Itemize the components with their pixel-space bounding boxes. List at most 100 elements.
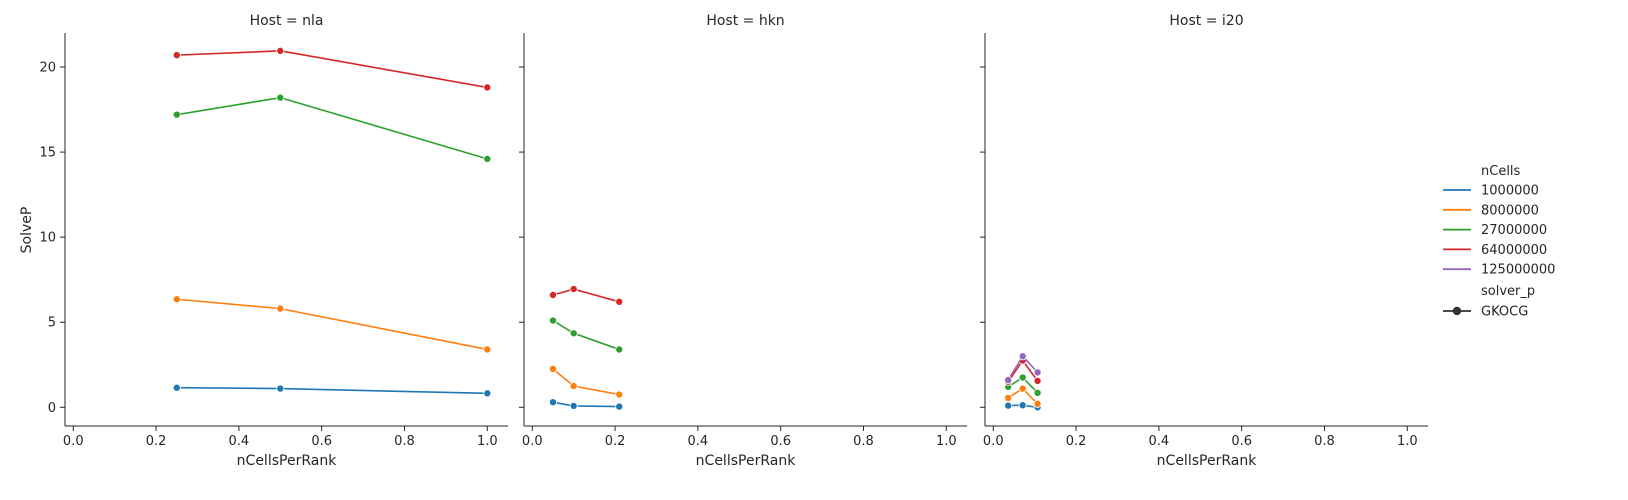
series-line	[176, 50, 488, 89]
data-point	[569, 329, 578, 338]
data-point	[1033, 388, 1042, 397]
series-125000000	[1004, 352, 1042, 385]
data-point	[1033, 399, 1042, 408]
y-tick-label: 15	[39, 146, 56, 161]
x-tick-label: 0.2	[605, 434, 626, 449]
x-tick-label: 0.6	[311, 434, 332, 449]
x-tick-label: 0.4	[688, 434, 709, 449]
legend-title: nCells	[1481, 164, 1521, 179]
series-27000000	[172, 93, 492, 163]
x-tick-label: 0.4	[229, 434, 250, 449]
data-point	[615, 345, 624, 354]
series-line	[176, 386, 488, 395]
legend-style-title: solver_p	[1481, 284, 1535, 299]
series-8000000	[1004, 384, 1042, 408]
data-point	[615, 402, 624, 411]
x-axis-label: nCellsPerRank	[1157, 453, 1258, 469]
data-point	[1018, 352, 1027, 361]
data-point	[172, 51, 181, 60]
legend-label: 64000000	[1481, 243, 1547, 258]
x-tick-label: 0.0	[983, 434, 1004, 449]
data-point	[569, 401, 578, 410]
data-point	[569, 285, 578, 294]
y-tick-label: 0	[48, 401, 56, 416]
x-tick-label: 0.6	[1231, 434, 1252, 449]
series-8000000	[548, 365, 624, 399]
y-tick-label: 20	[39, 61, 56, 76]
data-point	[548, 398, 557, 407]
series-line	[552, 319, 620, 351]
x-axis-label: nCellsPerRank	[237, 453, 338, 469]
series-1000000	[548, 398, 624, 411]
data-point	[483, 389, 492, 398]
x-tick-label: 0.2	[146, 434, 167, 449]
legend-style-item: GKOCG	[1443, 305, 1528, 320]
legend-label: 1000000	[1481, 184, 1539, 199]
panel-title: Host = nla	[250, 13, 324, 29]
x-tick-label: 0.8	[394, 434, 415, 449]
data-point	[1018, 401, 1027, 410]
data-point	[172, 295, 181, 304]
data-point	[1004, 376, 1013, 385]
x-tick-label: 0.8	[1314, 434, 1335, 449]
series-line	[552, 368, 620, 396]
data-point	[276, 384, 285, 393]
series-64000000	[548, 285, 624, 306]
data-point	[172, 110, 181, 119]
data-point	[276, 93, 285, 102]
x-tick-label: 0.2	[1066, 434, 1087, 449]
y-tick-label: 5	[48, 316, 56, 331]
x-tick-label: 0.8	[853, 434, 874, 449]
y-axis-label: SolveP	[19, 207, 35, 254]
data-point	[483, 83, 492, 92]
legend-label: 27000000	[1481, 223, 1547, 238]
y-tick-label: 10	[39, 231, 56, 246]
x-axis-label: nCellsPerRank	[696, 453, 797, 469]
series-1000000	[172, 383, 492, 398]
series-line	[176, 96, 488, 160]
data-point	[172, 383, 181, 392]
panel-3: Host = i20 0.0 0.2 0.4 0.6 0.8 1.0 nCellsPerRan…	[980, 13, 1428, 469]
x-tick-label: 0.4	[1149, 434, 1170, 449]
legend-item: 64000000	[1443, 243, 1547, 258]
data-point	[1004, 401, 1013, 410]
data-point	[548, 316, 557, 325]
panel-title: Host = i20	[1169, 13, 1243, 29]
x-tick-label: 1.0	[477, 434, 498, 449]
data-point	[615, 297, 624, 306]
series-8000000	[172, 295, 492, 354]
data-point	[548, 365, 557, 374]
data-point	[483, 154, 492, 163]
data-point	[615, 390, 624, 399]
x-tick-label: 0.6	[770, 434, 791, 449]
data-point	[1018, 384, 1027, 393]
data-point	[276, 46, 285, 55]
legend-item: 125000000	[1443, 263, 1555, 278]
x-tick-label: 1.0	[936, 434, 957, 449]
panel-1: Host = nla 0.0 0.2 0.4 0.6 0.8 1.0 0 5 10 15 20 nCel…	[39, 13, 508, 469]
legend-label: 8000000	[1481, 203, 1539, 218]
data-point	[1004, 393, 1013, 402]
series-line	[552, 401, 620, 408]
series-64000000	[172, 46, 492, 92]
data-point	[1018, 373, 1027, 382]
series-line	[552, 288, 620, 303]
legend: nCells 1000000 8000000 27000000 64000000 1250…	[1443, 164, 1555, 320]
series-27000000	[548, 316, 624, 354]
x-tick-label: 0.0	[522, 434, 543, 449]
legend-item: 8000000	[1443, 203, 1539, 218]
legend-marker	[1452, 306, 1462, 316]
series-line	[176, 298, 488, 351]
panel-title: Host = hkn	[706, 13, 784, 29]
data-point	[569, 382, 578, 391]
legend-label: 125000000	[1481, 263, 1555, 278]
legend-style-label: GKOCG	[1481, 305, 1528, 320]
data-point	[1033, 368, 1042, 377]
legend-item: 1000000	[1443, 184, 1539, 199]
data-point	[1033, 376, 1042, 385]
data-point	[548, 290, 557, 299]
x-tick-label: 1.0	[1397, 434, 1418, 449]
x-tick-label: 0.0	[63, 434, 84, 449]
data-point	[483, 345, 492, 354]
